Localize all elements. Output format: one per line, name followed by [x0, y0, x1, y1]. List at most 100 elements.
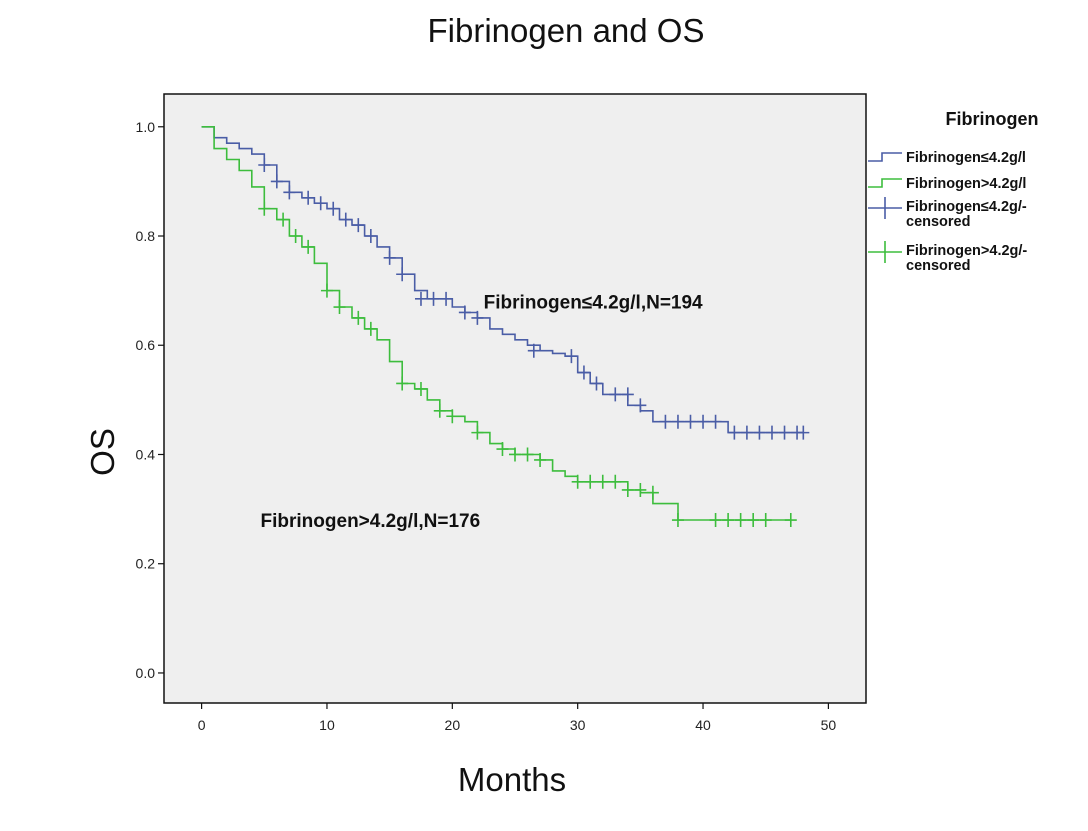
censor-mark: [797, 425, 810, 440]
censor-mark: [671, 513, 684, 528]
survival-curve-2: [201, 126, 791, 521]
censor-mark: [471, 310, 484, 325]
censor-mark: [521, 447, 534, 462]
censor-mark: [684, 414, 697, 429]
x-tick-label: 20: [445, 717, 461, 733]
legend-line-swatch: [868, 178, 902, 188]
censor-mark: [414, 381, 427, 396]
legend-title: Fibrinogen: [946, 109, 1039, 129]
censor-mark: [590, 376, 603, 391]
censor-mark: [396, 267, 409, 282]
legend-plus-swatch: [868, 241, 902, 263]
censor-mark: [634, 482, 647, 497]
legend-label: censored: [906, 258, 970, 274]
legend-label: Fibrinogen≤4.2g/l: [906, 150, 1026, 166]
censor-mark: [634, 398, 647, 413]
censor-mark: [458, 305, 471, 320]
legend-entry: Fibrinogen>4.2g/-censored: [868, 241, 1027, 274]
x-tick-label: 0: [198, 717, 206, 733]
censor-mark: [440, 291, 453, 306]
legend-plus-swatch: [868, 197, 902, 219]
censor-mark: [270, 174, 283, 189]
censor-mark: [571, 474, 584, 489]
annotation-layer: Fibrinogen≤4.2g/l,N=194 Fibrinogen>4.2g/l…: [261, 293, 704, 532]
y-tick-label: 0.2: [136, 556, 156, 572]
censor-mark: [446, 409, 459, 424]
censor-mark: [734, 513, 747, 528]
censor-mark: [302, 190, 315, 205]
legend-entries: Fibrinogen≤4.2g/l Fibrinogen>4.2g/l Fibrin…: [868, 150, 1027, 274]
censor-mark: [534, 452, 547, 467]
censor-mark: [427, 291, 440, 306]
censor-mark: [646, 485, 659, 500]
censor-mark: [320, 283, 333, 298]
y-axis-title: OS: [84, 428, 121, 476]
series-layer: [201, 126, 810, 528]
y-tick-label: 1.0: [136, 119, 156, 135]
censor-mark: [302, 239, 315, 254]
x-tick-label: 10: [319, 717, 335, 733]
curve-annotation: Fibrinogen>4.2g/l,N=176: [261, 511, 481, 532]
censor-mark: [327, 201, 340, 216]
legend-label: Fibrinogen>4.2g/l: [906, 176, 1026, 192]
censor-mark: [333, 300, 346, 315]
censor-mark: [283, 185, 296, 200]
censor-mark: [396, 376, 409, 391]
y-tick-label: 0.0: [136, 665, 156, 681]
censor-mark: [709, 414, 722, 429]
censor-mark: [709, 513, 722, 528]
x-axis-title: Months: [458, 761, 566, 798]
censor-mark: [577, 365, 590, 380]
x-tick-label: 50: [821, 717, 837, 733]
censor-mark: [352, 218, 365, 233]
censor-mark: [621, 387, 634, 402]
censor-mark: [471, 425, 484, 440]
legend-line-swatch: [868, 152, 902, 162]
censor-mark: [765, 425, 778, 440]
plot-area: [163, 93, 867, 704]
censor-mark: [671, 414, 684, 429]
y-tick-label: 0.4: [136, 446, 156, 462]
censor-mark: [784, 513, 797, 528]
censor-mark: [277, 212, 290, 227]
legend-entry: Fibrinogen≤4.2g/l: [868, 150, 1026, 166]
censor-mark: [414, 291, 427, 306]
censor-mark: [258, 201, 271, 216]
censor-mark: [728, 425, 741, 440]
legend-label: censored: [906, 214, 970, 230]
censor-mark: [621, 482, 634, 497]
legend-label: Fibrinogen>4.2g/-: [906, 243, 1027, 259]
censor-mark: [759, 513, 772, 528]
curve-annotation: Fibrinogen≤4.2g/l,N=194: [484, 293, 703, 314]
censor-mark: [753, 425, 766, 440]
censor-mark: [527, 343, 540, 358]
censor-mark: [364, 321, 377, 336]
chart-title: Fibrinogen and OS: [427, 12, 704, 49]
censor-mark: [609, 474, 622, 489]
censor-mark: [314, 196, 327, 211]
x-tick-label: 40: [695, 717, 711, 733]
censor-mark: [596, 474, 609, 489]
censor-mark: [496, 442, 509, 457]
censor-mark: [565, 349, 578, 364]
censor-mark: [584, 474, 597, 489]
censor-mark: [697, 414, 710, 429]
censor-mark: [352, 310, 365, 325]
x-tick-label: 30: [570, 717, 586, 733]
censor-mark: [383, 250, 396, 265]
censor-mark: [364, 229, 377, 244]
y-tick-label: 0.8: [136, 228, 156, 244]
censor-mark: [433, 403, 446, 418]
censor-mark: [778, 425, 791, 440]
legend-entry: Fibrinogen≤4.2g/-censored: [868, 197, 1027, 230]
y-tick-label: 0.6: [136, 337, 156, 353]
censor-mark: [659, 414, 672, 429]
censor-mark: [609, 387, 622, 402]
censor-mark: [509, 447, 521, 462]
legend-label: Fibrinogen≤4.2g/-: [906, 199, 1027, 215]
censor-mark: [747, 513, 760, 528]
legend-entry: Fibrinogen>4.2g/l: [868, 176, 1026, 192]
censor-mark: [740, 425, 753, 440]
